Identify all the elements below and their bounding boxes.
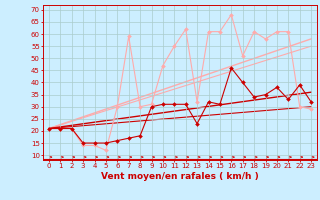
X-axis label: Vent moyen/en rafales ( km/h ): Vent moyen/en rafales ( km/h ) bbox=[101, 172, 259, 181]
